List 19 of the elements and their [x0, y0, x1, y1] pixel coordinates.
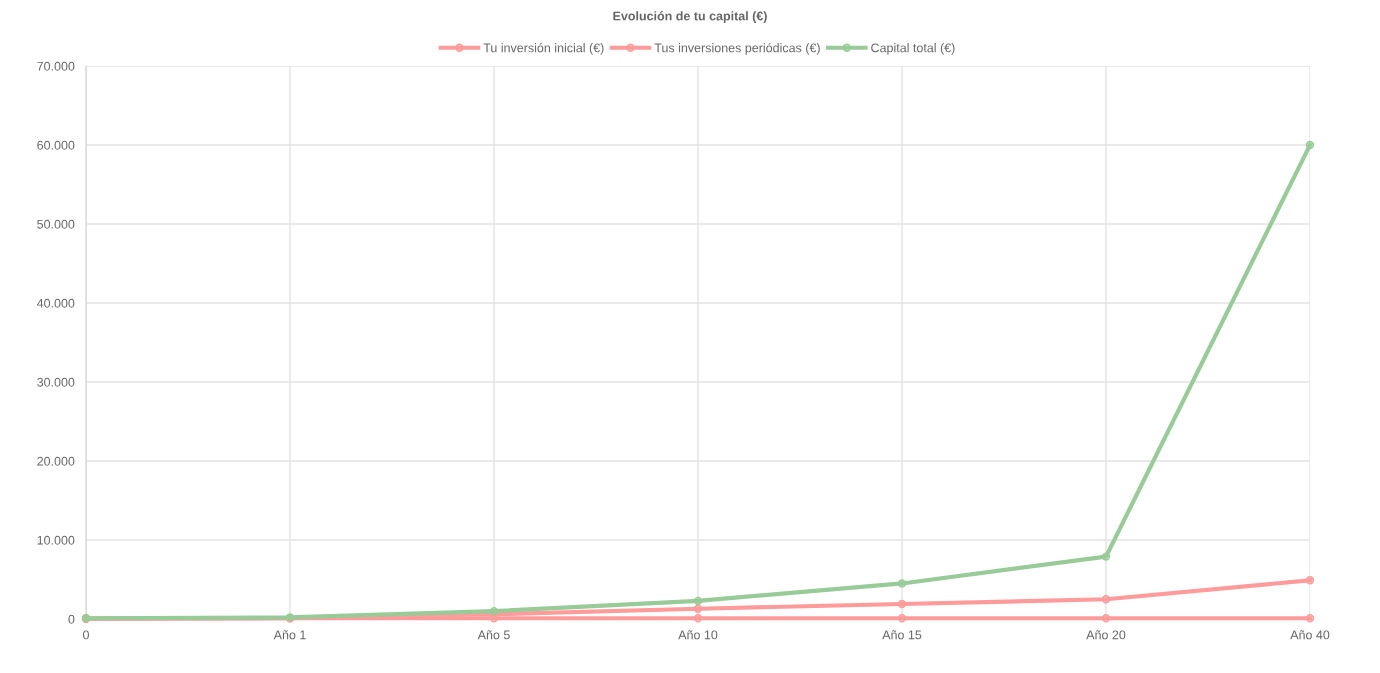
y-tick-label: 30.000 [37, 377, 75, 387]
y-tick-label: 60.000 [37, 140, 75, 150]
y-tick-label: 10.000 [37, 535, 75, 545]
x-tick-label: Año 1 [273, 630, 306, 640]
y-tick-label: 0 [68, 614, 75, 624]
x-tick-label: Año 10 [678, 630, 718, 640]
legend-label: Tus inversiones periódicas (€) [654, 42, 820, 55]
y-tick-label: 40.000 [36, 298, 75, 308]
y-tick-label: 70.000 [37, 61, 75, 71]
x-tick-label: Año 40 [1290, 630, 1330, 640]
legend-label: Capital total (€) [871, 43, 955, 55]
y-tick-label: 50.000 [37, 219, 75, 229]
y-tick-label: 20.000 [37, 456, 75, 466]
chart-title: Evolución de tu capital (€) [613, 11, 767, 23]
legend-label: Tu inversión inicial (€) [483, 42, 604, 55]
x-tick-label: Año 5 [477, 630, 510, 640]
x-tick-label: Año 15 [882, 630, 922, 640]
x-tick-label: 0 [83, 630, 89, 640]
x-tick-label: Año 20 [1086, 630, 1126, 640]
